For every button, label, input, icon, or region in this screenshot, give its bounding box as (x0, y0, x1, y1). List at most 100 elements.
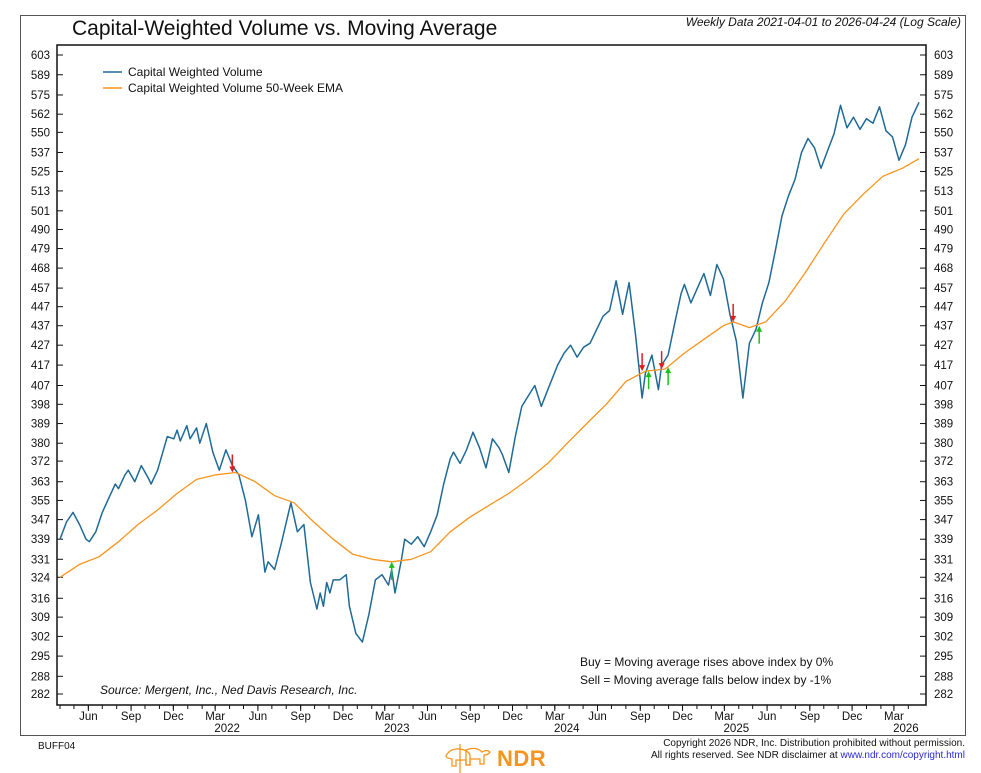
x-tick-label: Dec (333, 711, 354, 723)
y-tick-label-right: 324 (934, 572, 954, 584)
buy-rule-note: Buy = Moving average rises above index b… (580, 655, 833, 669)
y-tick-label-right: 339 (934, 534, 953, 546)
y-tick-label-right: 525 (934, 166, 953, 178)
x-tick-label: Mar (375, 711, 395, 723)
y-tick-label-left: 380 (31, 438, 50, 450)
y-tick-label-right: 603 (934, 50, 953, 62)
x-tick-label: Jun (249, 711, 268, 723)
buy-signal-arrow-icon (756, 325, 763, 344)
x-tick-label: Dec (502, 711, 523, 723)
copyright-notice: Copyright 2026 NDR, Inc. Distribution pr… (651, 738, 965, 762)
series-lines (59, 101, 920, 643)
y-tick-label-left: 389 (31, 419, 50, 431)
y-tick-label-left: 437 (31, 321, 50, 333)
y-tick-label-right: 537 (934, 147, 953, 159)
y-tick-label-left: 447 (31, 302, 50, 314)
y-tick-label-left: 457 (31, 283, 50, 295)
y-tick-label-left: 479 (31, 244, 50, 256)
series-line-volume (59, 101, 920, 643)
x-tick-label: Dec (672, 711, 693, 723)
y-tick-label-left: 525 (31, 166, 50, 178)
sell-signal-arrow-icon (229, 454, 236, 473)
y-tick-label-right: 347 (934, 515, 953, 527)
y-tick-label-left: 363 (31, 477, 50, 489)
chart-title: Capital-Weighted Volume vs. Moving Avera… (72, 17, 498, 40)
y-tick-label-right: 295 (934, 651, 953, 663)
y-tick-label-right: 316 (934, 593, 953, 605)
x-year-label: 2023 (384, 723, 410, 735)
x-tick-label: Mar (714, 711, 734, 723)
ndr-logo-bull-bear-icon (445, 744, 491, 773)
x-tick-label: Jun (79, 711, 98, 723)
y-tick-label-left: 347 (31, 515, 50, 527)
y-tick-label-left: 339 (31, 534, 50, 546)
y-tick-label-right: 589 (934, 70, 953, 82)
y-tick-label-left: 537 (31, 147, 50, 159)
x-tick-label: Sep (630, 711, 650, 723)
x-tick-label: Jun (588, 711, 607, 723)
sell-rule-note: Sell = Moving average falls below index … (580, 673, 831, 687)
y-tick-label-left: 331 (31, 554, 50, 566)
y-tick-label-right: 562 (934, 109, 953, 121)
ndr-logo-text: NDR (497, 746, 547, 771)
x-year-label: 2024 (554, 723, 580, 735)
x-tick-label: Mar (205, 711, 225, 723)
y-tick-label-right: 309 (934, 612, 953, 624)
y-tick-label-right: 398 (934, 399, 953, 411)
sell-signal-arrow-icon (730, 303, 737, 322)
y-axis-right: 603 589 575 562 550 537 525 513 501 490 479 468 457 4… (920, 50, 954, 701)
y-tick-label-right: 372 (934, 456, 953, 468)
x-tick-label: Sep (460, 711, 480, 723)
legend-label-ema: Capital Weighted Volume 50-Week EMA (128, 81, 343, 95)
y-tick-label-left: 513 (31, 186, 50, 198)
buy-signal-arrow-icon (665, 367, 672, 386)
y-tick-label-left: 468 (31, 263, 50, 275)
y-tick-label-left: 490 (31, 224, 50, 236)
y-tick-label-right: 457 (934, 283, 953, 295)
y-tick-label-left: 288 (31, 671, 50, 683)
y-tick-label-right: 282 (934, 689, 953, 701)
y-tick-label-left: 589 (31, 70, 50, 82)
source-note: Source: Mergent, Inc., Ned Davis Researc… (100, 683, 357, 697)
y-tick-label-left: 417 (31, 360, 50, 372)
plot-area (56, 44, 927, 706)
y-tick-label-right: 550 (934, 127, 953, 139)
copyright-line-1: Copyright 2026 NDR, Inc. Distribution pr… (663, 738, 965, 749)
x-tick-label: Sep (290, 711, 310, 723)
y-tick-label-right: 479 (934, 244, 953, 256)
y-tick-label-left: 372 (31, 456, 50, 468)
copyright-line-2: All rights reserved. See NDR disclaimer … (651, 750, 965, 762)
y-tick-label-right: 513 (934, 186, 953, 198)
x-tick-label: Jun (758, 711, 777, 723)
x-year-label: 2022 (214, 723, 240, 735)
x-tick-label: Dec (842, 711, 863, 723)
y-tick-label-left: 302 (31, 631, 50, 643)
y-tick-label-right: 363 (934, 477, 953, 489)
y-tick-label-left: 324 (31, 572, 51, 584)
buy-signal-arrow-icon (645, 371, 652, 390)
signal-arrows (229, 303, 763, 580)
x-tick-label: Jun (418, 711, 437, 723)
x-tick-label: Mar (545, 711, 565, 723)
series-line-ema (59, 158, 920, 578)
x-tick-label: Sep (800, 711, 820, 723)
y-tick-label-right: 437 (934, 321, 953, 333)
legend-label-volume: Capital Weighted Volume (128, 65, 263, 79)
y-tick-label-left: 407 (31, 381, 50, 393)
y-tick-label-left: 562 (31, 109, 50, 121)
y-tick-label-left: 398 (31, 399, 50, 411)
sell-signal-arrow-icon (639, 353, 646, 372)
x-year-label: 2026 (893, 723, 919, 735)
y-tick-label-left: 282 (31, 689, 50, 701)
copyright-link[interactable]: www.ndr.com/copyright.html (840, 750, 966, 761)
y-tick-label-right: 331 (934, 554, 953, 566)
y-tick-label-right: 468 (934, 263, 953, 275)
chart-code: BUFF04 (38, 741, 76, 752)
y-tick-label-left: 427 (31, 340, 50, 352)
chart-frame (20, 15, 966, 736)
y-tick-label-right: 447 (934, 302, 953, 314)
y-tick-label-right: 407 (934, 381, 953, 393)
x-year-label: 2025 (724, 723, 750, 735)
y-axis-left: 603 589 575 562 550 537 525 513 501 490 479 468 457 4… (31, 50, 63, 701)
